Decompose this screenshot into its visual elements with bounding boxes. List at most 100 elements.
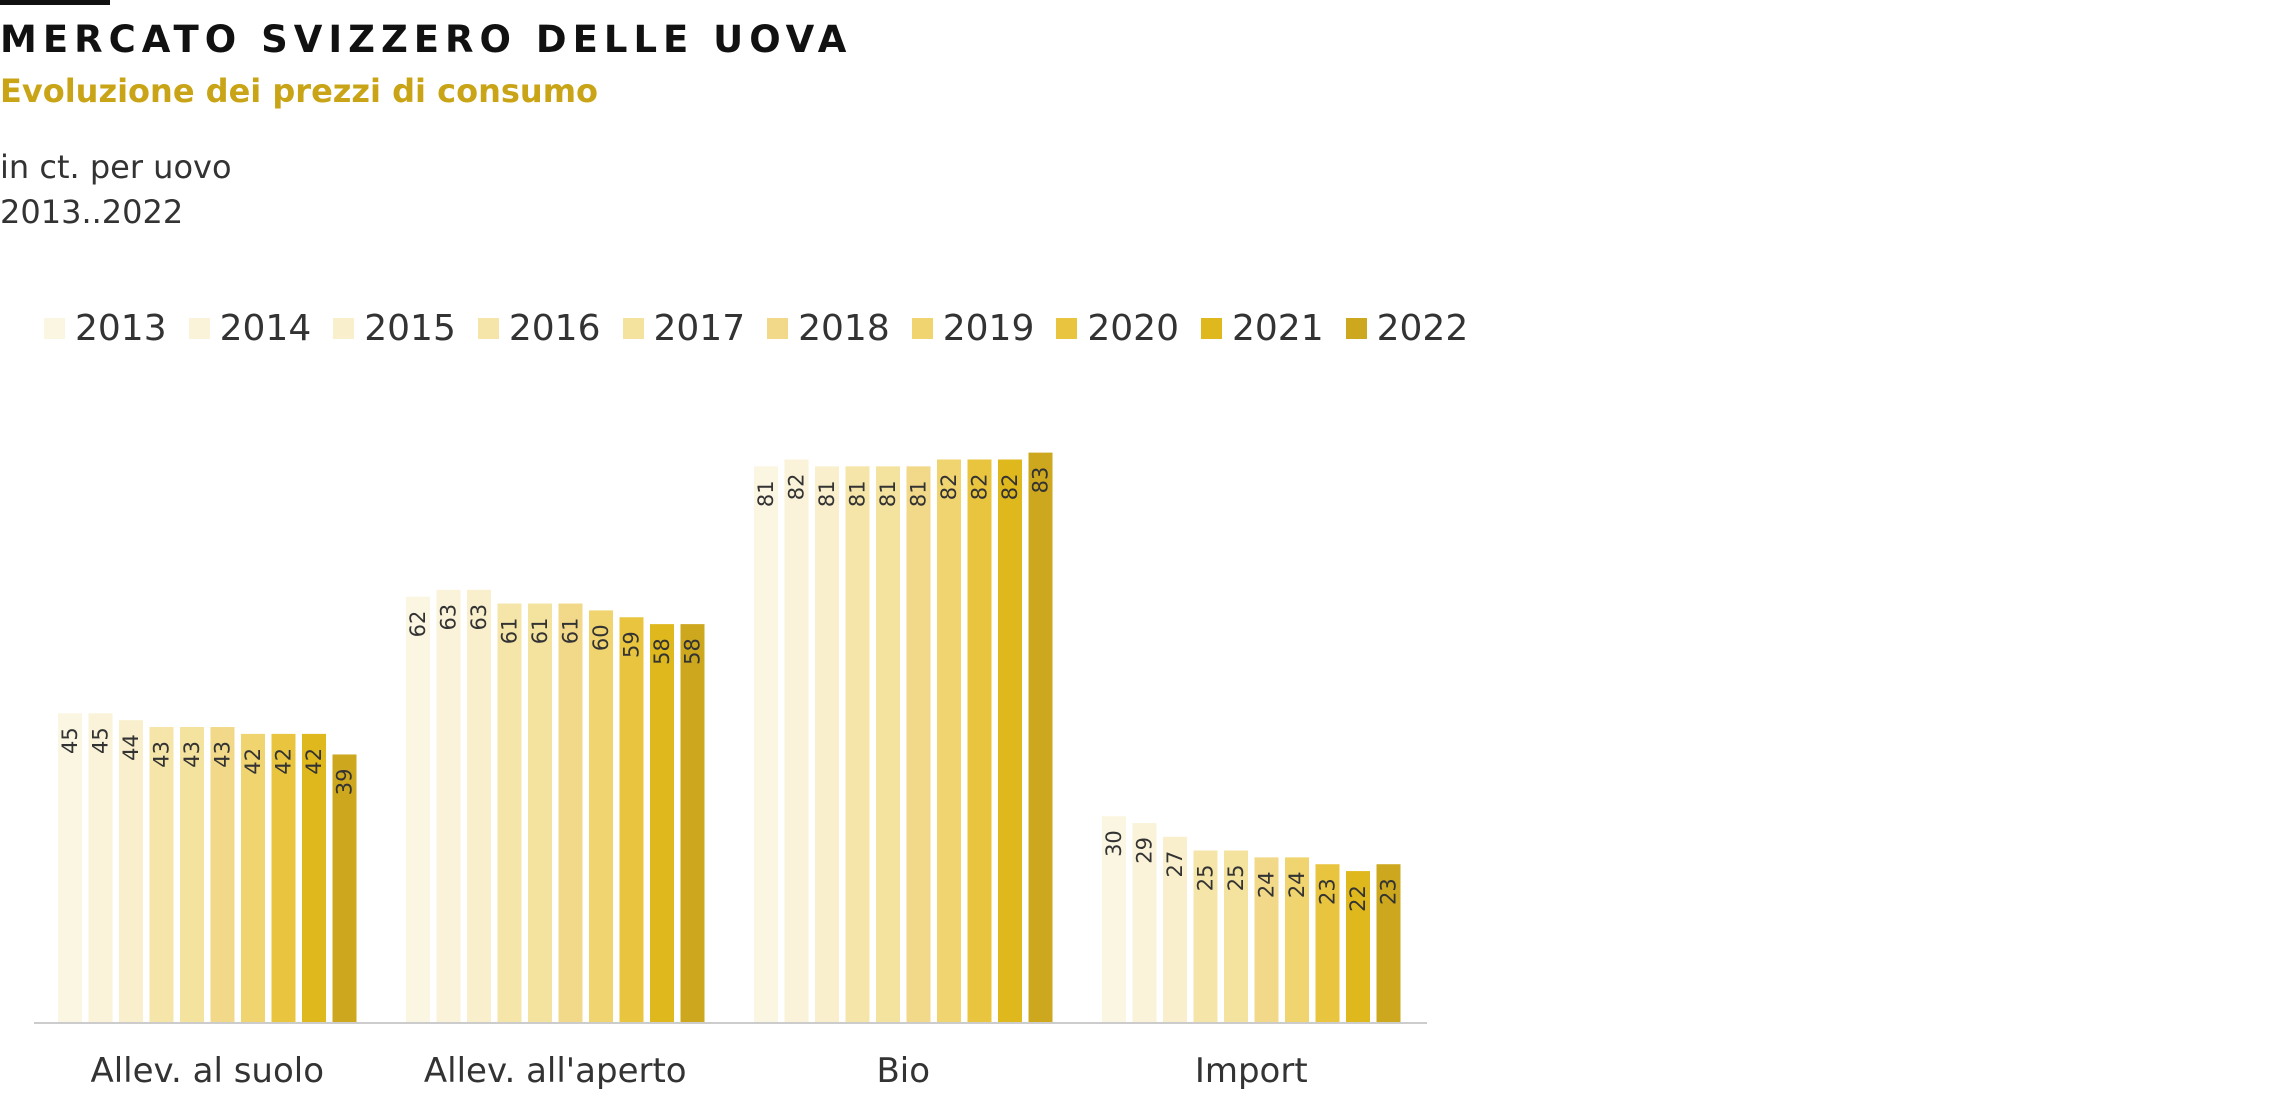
legend-swatch bbox=[911, 317, 933, 339]
bar-value-label: 25 bbox=[1224, 865, 1248, 892]
bar-value-label: 82 bbox=[998, 473, 1022, 500]
legend-label: 2017 bbox=[653, 307, 746, 349]
bar-value-label: 23 bbox=[1377, 878, 1401, 905]
legend-item: 2013 bbox=[44, 308, 167, 349]
bar-value-label: 42 bbox=[241, 748, 265, 775]
title-rule bbox=[0, 0, 110, 5]
period-label: 2013..2022 bbox=[0, 193, 184, 231]
bar bbox=[754, 466, 778, 1023]
legend-item: 2014 bbox=[188, 307, 312, 349]
legend-item: 2022 bbox=[1345, 307, 1469, 349]
legend-label: 2019 bbox=[942, 307, 1035, 349]
bar bbox=[1102, 816, 1126, 1022]
bar-value-label: 27 bbox=[1163, 851, 1187, 878]
bar-value-label: 24 bbox=[1285, 871, 1309, 898]
bar bbox=[467, 589, 491, 1022]
bar bbox=[1163, 836, 1187, 1022]
unit-label: in ct. per uovo bbox=[0, 148, 232, 186]
bar-value-label: 61 bbox=[498, 618, 522, 645]
bar-value-label: 60 bbox=[589, 624, 613, 651]
bar bbox=[88, 713, 113, 1022]
bar-value-label: 81 bbox=[876, 480, 900, 507]
legend-swatch bbox=[1345, 317, 1367, 339]
bar bbox=[436, 589, 461, 1022]
bar-value-label: 42 bbox=[272, 748, 296, 775]
bar-value-label: 63 bbox=[437, 604, 461, 631]
legend-swatch bbox=[188, 317, 210, 339]
category-label: Import bbox=[1195, 1051, 1308, 1091]
bar-value-label: 58 bbox=[681, 638, 705, 665]
bar-value-label: 61 bbox=[559, 618, 583, 645]
bar bbox=[149, 727, 174, 1022]
bar-value-label: 81 bbox=[754, 480, 778, 507]
bar-value-label: 81 bbox=[846, 480, 870, 507]
bar-value-label: 45 bbox=[58, 727, 82, 754]
legend-swatch bbox=[477, 317, 499, 339]
bar-value-label: 83 bbox=[1029, 467, 1053, 494]
legend-label: 2015 bbox=[364, 307, 456, 349]
bar-value-label: 63 bbox=[467, 604, 491, 631]
bar bbox=[815, 466, 839, 1023]
bar-value-label: 81 bbox=[907, 480, 931, 507]
bar-value-label: 61 bbox=[528, 618, 552, 645]
legend-label: 2022 bbox=[1376, 307, 1469, 349]
bar-value-label: 62 bbox=[406, 611, 430, 638]
bar bbox=[241, 733, 265, 1022]
legend-swatch bbox=[44, 317, 65, 339]
bar-value-label: 30 bbox=[1102, 830, 1126, 857]
bar bbox=[650, 624, 674, 1022]
bar bbox=[589, 610, 613, 1022]
bar bbox=[876, 466, 900, 1023]
bar bbox=[1193, 850, 1218, 1022]
bar bbox=[406, 596, 430, 1022]
bar bbox=[998, 459, 1022, 1023]
legend-label: 2018 bbox=[798, 307, 890, 349]
legend-swatch bbox=[767, 317, 789, 339]
bar bbox=[210, 727, 235, 1022]
bar bbox=[1028, 452, 1053, 1022]
chart-title: MERCATO SVIZZERO DELLE UOVA bbox=[0, 18, 853, 61]
bar-value-label: 81 bbox=[815, 480, 839, 507]
legend-label: 2013 bbox=[75, 307, 167, 349]
bar-value-label: 82 bbox=[785, 473, 809, 500]
bar bbox=[1315, 864, 1340, 1022]
bar bbox=[680, 624, 705, 1022]
bar bbox=[619, 617, 644, 1022]
bar bbox=[558, 603, 583, 1022]
bar bbox=[332, 754, 357, 1022]
bar bbox=[58, 713, 82, 1022]
chart-legend: 2013 2014 2015 2016 2017 2018 2019 2020 2021 2022 bbox=[44, 306, 1490, 350]
legend-swatch bbox=[1056, 317, 1078, 339]
bar-value-label: 44 bbox=[119, 734, 143, 761]
bar-value-label: 39 bbox=[333, 768, 357, 795]
legend-item: 2017 bbox=[622, 307, 746, 349]
bar-value-label: 45 bbox=[89, 727, 113, 754]
legend-item: 2018 bbox=[767, 308, 890, 349]
bar-value-label: 43 bbox=[180, 741, 204, 768]
bar-value-label: 59 bbox=[620, 631, 644, 658]
bar-value-label: 22 bbox=[1346, 885, 1370, 912]
legend-item: 2020 bbox=[1056, 308, 1179, 349]
category-label: Bio bbox=[876, 1051, 930, 1091]
bar bbox=[119, 720, 143, 1022]
category-label: Allev. all'aperto bbox=[424, 1051, 687, 1091]
bar-value-label: 25 bbox=[1194, 865, 1218, 892]
bar bbox=[1254, 857, 1279, 1022]
bar-value-label: 58 bbox=[650, 638, 674, 665]
bar bbox=[180, 727, 204, 1022]
bar bbox=[302, 733, 326, 1022]
legend-swatch bbox=[622, 317, 644, 339]
bar-value-label: 24 bbox=[1255, 871, 1279, 898]
legend-swatch bbox=[333, 317, 355, 339]
bar bbox=[497, 603, 522, 1022]
bar-value-label: 23 bbox=[1316, 878, 1340, 905]
legend-label: 2020 bbox=[1087, 307, 1179, 349]
bar-value-label: 43 bbox=[150, 741, 174, 768]
legend-item: 2021 bbox=[1201, 308, 1324, 349]
bar-value-label: 29 bbox=[1133, 837, 1157, 864]
legend-label: 2014 bbox=[219, 307, 312, 349]
bar bbox=[937, 459, 961, 1023]
chart-subtitle: Evoluzione dei prezzi di consumo bbox=[0, 72, 599, 110]
bar bbox=[1132, 823, 1157, 1022]
